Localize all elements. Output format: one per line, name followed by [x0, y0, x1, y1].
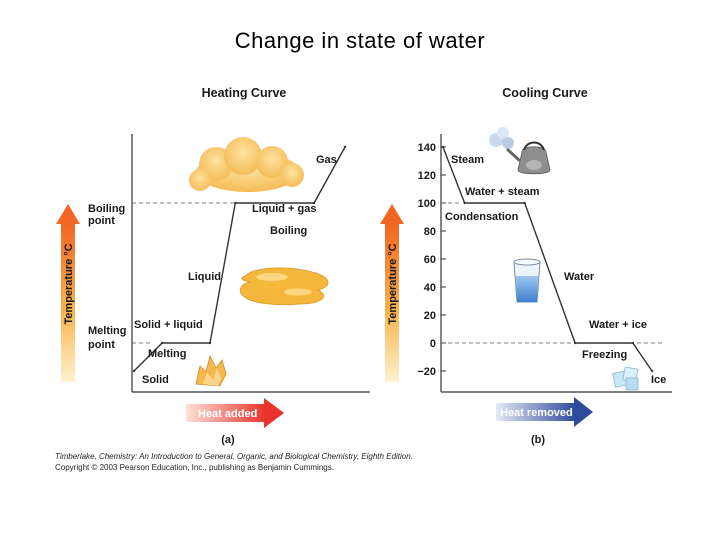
label-gas: Gas	[316, 154, 337, 166]
cooling-data-point	[631, 341, 634, 345]
boiling-point-label: Boiling point	[88, 203, 128, 227]
cooling-y-tick-label: −20	[417, 366, 436, 378]
heating-data-point	[234, 201, 237, 205]
credit-line-1: Timberlake, Chemistry: An Introduction t…	[55, 452, 413, 461]
heating-curve-panel: Heating Curve Gas Liquid + gas	[56, 86, 370, 446]
cooling-data-point	[573, 341, 577, 345]
label-condensation: Condensation	[445, 211, 519, 223]
cooling-y-tick-label: 40	[424, 282, 436, 294]
label-boiling: Boiling	[270, 225, 307, 237]
kettle-steam-icon	[489, 127, 551, 175]
label-ice: Ice	[651, 374, 666, 386]
cooling-data-point	[441, 145, 445, 149]
label-water: Water	[564, 271, 595, 283]
cooling-y-tick-label: 0	[430, 338, 436, 350]
cooling-y-axis-label: Temperature °C	[387, 243, 399, 324]
ice-cubes-icon	[612, 366, 639, 391]
heating-data-point	[312, 201, 316, 205]
cooling-curve-line	[442, 146, 653, 372]
label-liquid: Liquid	[188, 271, 221, 283]
label-steam: Steam	[451, 154, 484, 166]
panel-label-b: (b)	[531, 434, 545, 446]
heat-removed-label: Heat removed	[500, 407, 573, 419]
cooling-y-tick-label: 100	[418, 198, 436, 210]
gas-cloud-icon	[189, 137, 304, 192]
melting-point-label: Melting point	[88, 325, 130, 351]
heating-curve-line	[133, 146, 346, 372]
heating-data-point	[208, 341, 212, 345]
cooling-curve-panel: Cooling Curve 140 120 100 80 60 40 20 0 −20	[380, 86, 672, 446]
heating-data-point	[160, 341, 164, 345]
label-liquid-gas: Liquid + gas	[252, 203, 316, 215]
heating-y-axis-label: Temperature °C	[63, 243, 75, 324]
panel-label-a: (a)	[221, 434, 235, 446]
credit-line-2: Copyright © 2003 Pearson Education, Inc.…	[55, 463, 334, 472]
heating-data-point	[132, 369, 136, 373]
water-glass-icon	[513, 258, 541, 303]
temperature-up-arrow	[380, 204, 404, 382]
cooling-curve-title: Cooling Curve	[502, 86, 587, 100]
slide-title: Change in state of water	[234, 28, 486, 53]
cooling-y-tick-label: 120	[418, 170, 436, 182]
label-water-steam: Water + steam	[465, 186, 540, 198]
heating-curve-title: Heating Curve	[202, 86, 287, 100]
label-solid-liquid: Solid + liquid	[134, 319, 203, 331]
label-melting: Melting	[148, 348, 187, 360]
cooling-y-tick-label: 80	[424, 226, 436, 238]
cooling-y-tick-label: 60	[424, 254, 436, 266]
cooling-y-tick-label: 140	[418, 142, 436, 154]
liquid-puddle-icon	[239, 267, 329, 306]
cooling-y-tick-label: 20	[424, 310, 436, 322]
cooling-data-point	[650, 369, 654, 373]
label-solid: Solid	[142, 374, 169, 386]
ice-crystal-icon	[195, 354, 227, 387]
cooling-data-point	[523, 201, 526, 205]
label-freezing: Freezing	[582, 349, 627, 361]
temperature-up-arrow	[56, 204, 80, 382]
heating-data-point	[343, 145, 347, 149]
heat-removed-arrow	[496, 397, 593, 427]
heat-added-arrow	[186, 398, 284, 428]
heat-added-label: Heat added	[198, 408, 257, 420]
cooling-data-point	[463, 201, 466, 205]
label-water-ice: Water + ice	[589, 319, 647, 331]
